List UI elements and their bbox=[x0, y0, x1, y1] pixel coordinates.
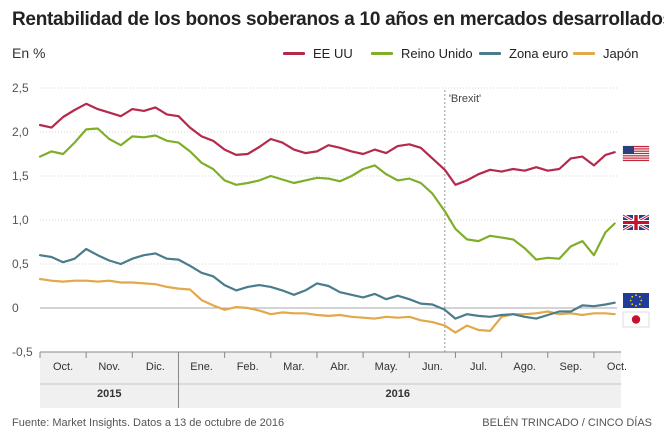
legend-label-japan: Japón bbox=[603, 46, 639, 61]
legend: EE UU Reino Unido Zona euro Japón bbox=[283, 46, 655, 62]
brexit-label: 'Brexit' bbox=[449, 93, 481, 105]
x-tick-label: Oct. bbox=[53, 361, 73, 373]
y-tick-label: 0 bbox=[12, 301, 19, 315]
legend-label-uk: Reino Unido bbox=[401, 46, 473, 61]
source-note: Fuente: Market Insights. Datos a 13 de o… bbox=[12, 417, 285, 429]
series-line-japan bbox=[38, 277, 616, 334]
x-tick-label: Jun. bbox=[422, 361, 443, 373]
x-tick-label: Dic. bbox=[146, 361, 165, 373]
chart-title: Rentabilidad de los bonos soberanos a 10… bbox=[12, 9, 664, 30]
x-tick-label: Nov. bbox=[98, 361, 120, 373]
us-flag bbox=[622, 145, 650, 162]
y-tick-label: 1,0 bbox=[12, 213, 29, 227]
year-label: 2016 bbox=[385, 388, 409, 400]
x-tick-label: May. bbox=[375, 361, 398, 373]
eu-flag bbox=[623, 293, 649, 308]
japan-flag bbox=[622, 311, 650, 328]
legend-label-us: EE UU bbox=[313, 46, 353, 61]
year-label: 2015 bbox=[97, 388, 121, 400]
y-tick-label: 0,5 bbox=[12, 257, 29, 271]
x-tick-label: Oct. bbox=[607, 361, 627, 373]
unit-label: En % bbox=[12, 45, 46, 61]
series-line-us bbox=[38, 102, 616, 186]
uk-flag bbox=[622, 213, 650, 232]
legend-item-uk: Reino Unido bbox=[371, 46, 473, 61]
credit-note: BELÉN TRINCADO / CINCO DÍAS bbox=[482, 417, 652, 429]
x-tick-label: Jul. bbox=[470, 361, 487, 373]
legend-swatch-uk bbox=[371, 52, 393, 55]
legend-item-euro: Zona euro bbox=[479, 46, 568, 61]
x-tick-label: Abr. bbox=[330, 361, 350, 373]
series-line-uk bbox=[38, 127, 616, 261]
legend-label-euro: Zona euro bbox=[509, 46, 569, 61]
y-tick-label: 2,0 bbox=[12, 125, 29, 139]
x-tick-label: Ene. bbox=[190, 361, 213, 373]
legend-swatch-euro bbox=[479, 52, 501, 55]
legend-swatch-us bbox=[283, 52, 305, 55]
bond-yield-chart: 2,5 2,0 1,5 1,0 0,5 0 -0,5 Oct. Nov. Dic. Ene. Feb.… bbox=[12, 81, 650, 408]
x-tick-label: Ago. bbox=[513, 361, 536, 373]
x-tick-label: Feb. bbox=[237, 361, 259, 373]
legend-item-us: EE UU bbox=[283, 46, 353, 61]
y-tick-label: 1,5 bbox=[12, 169, 29, 183]
legend-item-japan: Japón bbox=[573, 46, 638, 61]
x-axis-band bbox=[40, 352, 621, 408]
x-tick-label: Sep. bbox=[560, 361, 583, 373]
x-tick-label: Mar. bbox=[283, 361, 304, 373]
series-line-euro bbox=[38, 247, 616, 320]
legend-swatch-japan bbox=[573, 52, 595, 55]
y-tick-label: 2,5 bbox=[12, 81, 29, 95]
y-tick-label: -0,5 bbox=[12, 345, 33, 359]
